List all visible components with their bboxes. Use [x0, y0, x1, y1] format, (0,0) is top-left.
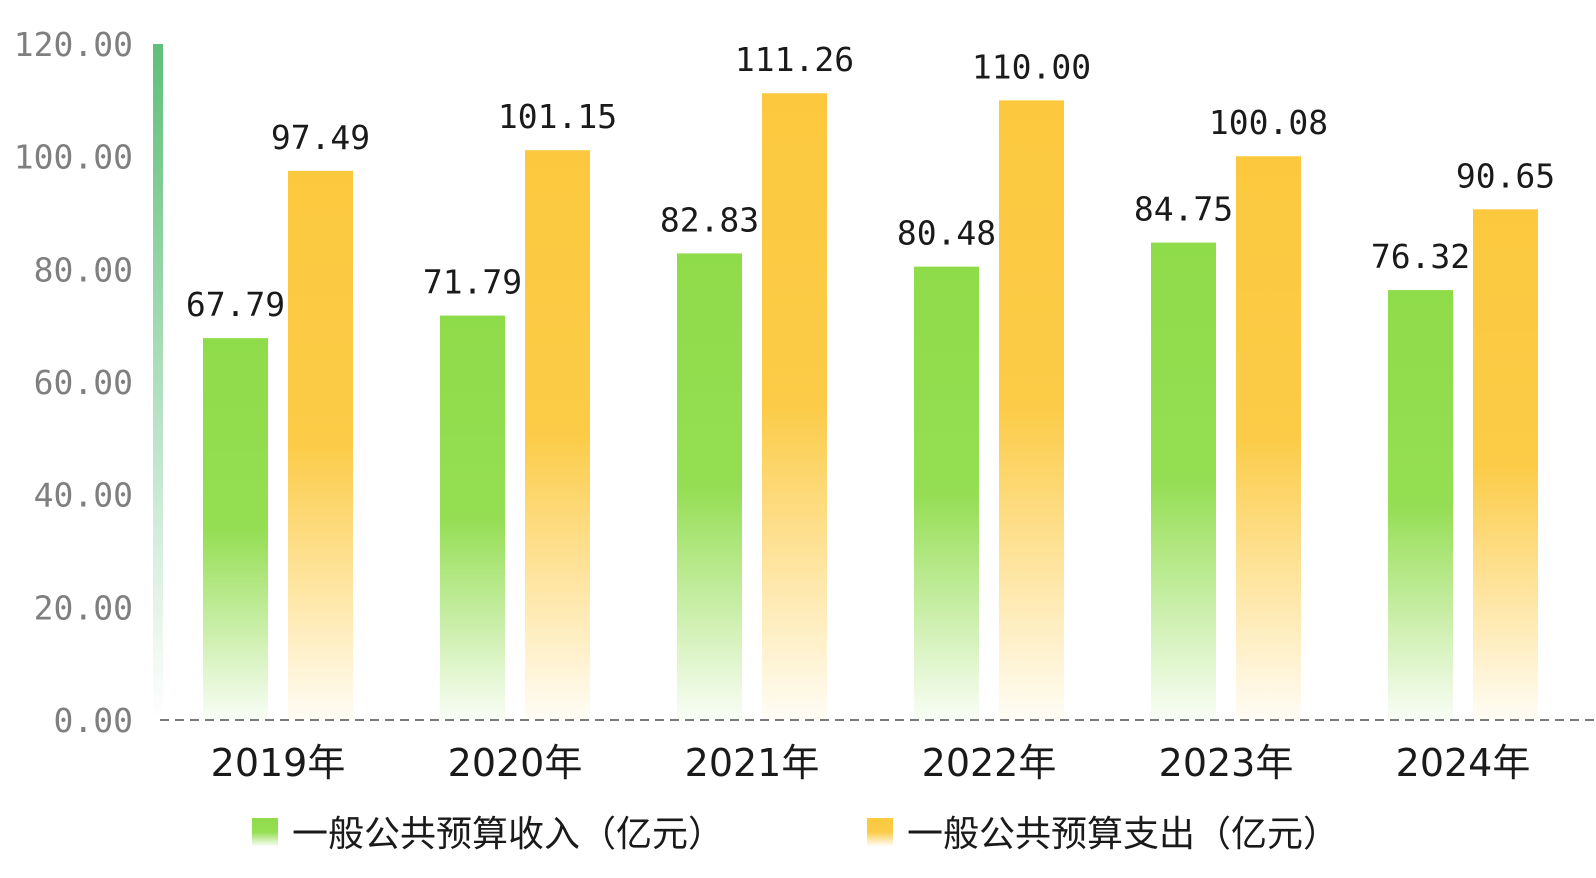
- x-tick-label: 2024年: [1396, 741, 1531, 785]
- data-label: 111.26: [735, 40, 854, 79]
- bar-expenditure-2022年: [999, 100, 1064, 721]
- legend-label: 一般公共预算支出（亿元）: [907, 814, 1339, 855]
- x-tick-label: 2022年: [922, 741, 1057, 785]
- y-axis: 0.00 20.00 40.00 60.00 80.00 100.00 120.00: [14, 25, 163, 740]
- bars-group: [203, 93, 1538, 721]
- data-label: 80.48: [897, 214, 996, 253]
- bar-revenue-2020年: [440, 315, 505, 720]
- y-axis-line: [153, 44, 163, 720]
- y-tick-label: 80.00: [34, 250, 133, 289]
- bar-revenue-2019年: [203, 338, 268, 720]
- data-label: 76.32: [1371, 237, 1470, 276]
- data-label: 97.49: [271, 118, 370, 157]
- y-tick-label: 100.00: [14, 138, 133, 177]
- data-label: 101.15: [498, 97, 617, 136]
- value-labels-group: 67.79 97.49 71.79 101.15 82.83 111.26 80.48 110…: [186, 40, 1555, 324]
- bar-expenditure-2021年: [762, 93, 827, 720]
- x-axis: 2019年 2020年 2021年 2022年 2023年 2024年: [160, 719, 1596, 785]
- data-label: 90.65: [1456, 156, 1555, 195]
- x-tick-label: 2019年: [211, 741, 346, 785]
- bar-expenditure-2020年: [525, 150, 590, 720]
- bar-revenue-2023年: [1151, 242, 1216, 720]
- x-tick-label: 2021年: [685, 741, 820, 785]
- x-tick-label: 2020年: [448, 741, 583, 785]
- y-tick-label: 20.00: [34, 588, 133, 627]
- legend-swatch: [867, 818, 893, 846]
- y-tick-label: 120.00: [14, 25, 133, 64]
- bar-expenditure-2019年: [288, 170, 353, 720]
- data-label: 110.00: [972, 47, 1091, 86]
- y-tick-label: 40.00: [34, 476, 133, 515]
- legend-label: 一般公共预算收入（亿元）: [292, 814, 724, 855]
- bar-expenditure-2023年: [1236, 156, 1301, 720]
- bar-revenue-2024年: [1388, 290, 1453, 720]
- legend-swatch: [252, 818, 278, 846]
- bar-expenditure-2024年: [1473, 209, 1538, 721]
- legend-item: 一般公共预算支出（亿元）: [867, 814, 1339, 855]
- data-label: 100.08: [1209, 103, 1328, 142]
- bar-revenue-2022年: [914, 266, 979, 720]
- legend-item: 一般公共预算收入（亿元）: [252, 814, 724, 855]
- x-tick-label: 2023年: [1159, 741, 1294, 785]
- data-label: 84.75: [1134, 190, 1233, 229]
- legend: 一般公共预算收入（亿元） 一般公共预算支出（亿元）: [252, 814, 1339, 855]
- y-tick-label: 0.00: [54, 701, 133, 740]
- y-tick-label: 60.00: [34, 363, 133, 402]
- data-label: 71.79: [423, 263, 522, 302]
- bar-revenue-2021年: [677, 253, 742, 721]
- data-label: 67.79: [186, 285, 285, 324]
- data-label: 82.83: [660, 200, 759, 239]
